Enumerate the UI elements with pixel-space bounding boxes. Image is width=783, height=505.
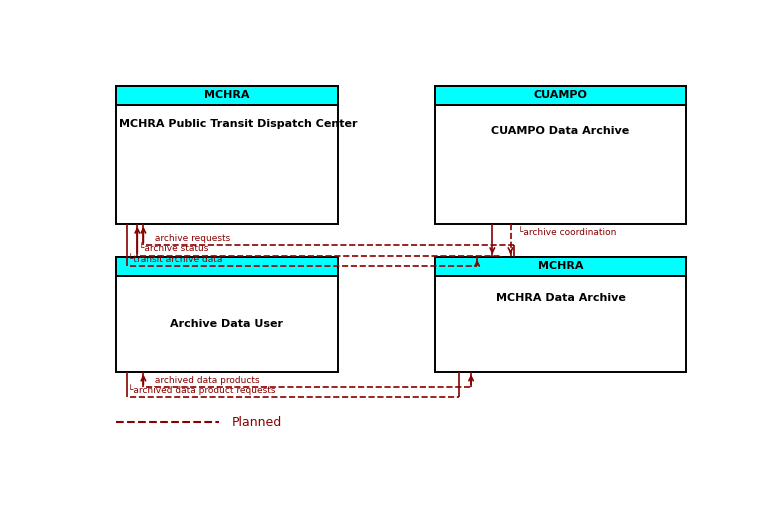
Bar	[435, 257, 687, 372]
Text: MCHRA Public Transit Dispatch Center: MCHRA Public Transit Dispatch Center	[119, 119, 358, 129]
Bar	[435, 257, 687, 276]
Text: └transit archive data: └transit archive data	[128, 255, 222, 264]
Text: CUAMPO Data Archive: CUAMPO Data Archive	[492, 126, 630, 136]
Text: Planned: Planned	[232, 416, 282, 429]
Text: └archived data product requests: └archived data product requests	[128, 384, 276, 395]
Text: CUAMPO: CUAMPO	[534, 90, 587, 100]
Text: archived data products: archived data products	[153, 376, 260, 385]
Text: MCHRA: MCHRA	[538, 261, 583, 271]
Text: MCHRA: MCHRA	[204, 90, 250, 100]
Bar	[435, 86, 687, 224]
Text: └archive status: └archive status	[139, 244, 208, 254]
Bar	[116, 86, 337, 224]
Text: Archive Data User: Archive Data User	[171, 319, 283, 329]
Bar	[435, 86, 687, 105]
Bar	[116, 257, 337, 276]
Bar	[116, 257, 337, 372]
Text: MCHRA Data Archive: MCHRA Data Archive	[496, 293, 626, 303]
Text: archive requests: archive requests	[153, 234, 231, 243]
Text: └archive coordination: └archive coordination	[518, 228, 617, 236]
Bar	[116, 86, 337, 105]
